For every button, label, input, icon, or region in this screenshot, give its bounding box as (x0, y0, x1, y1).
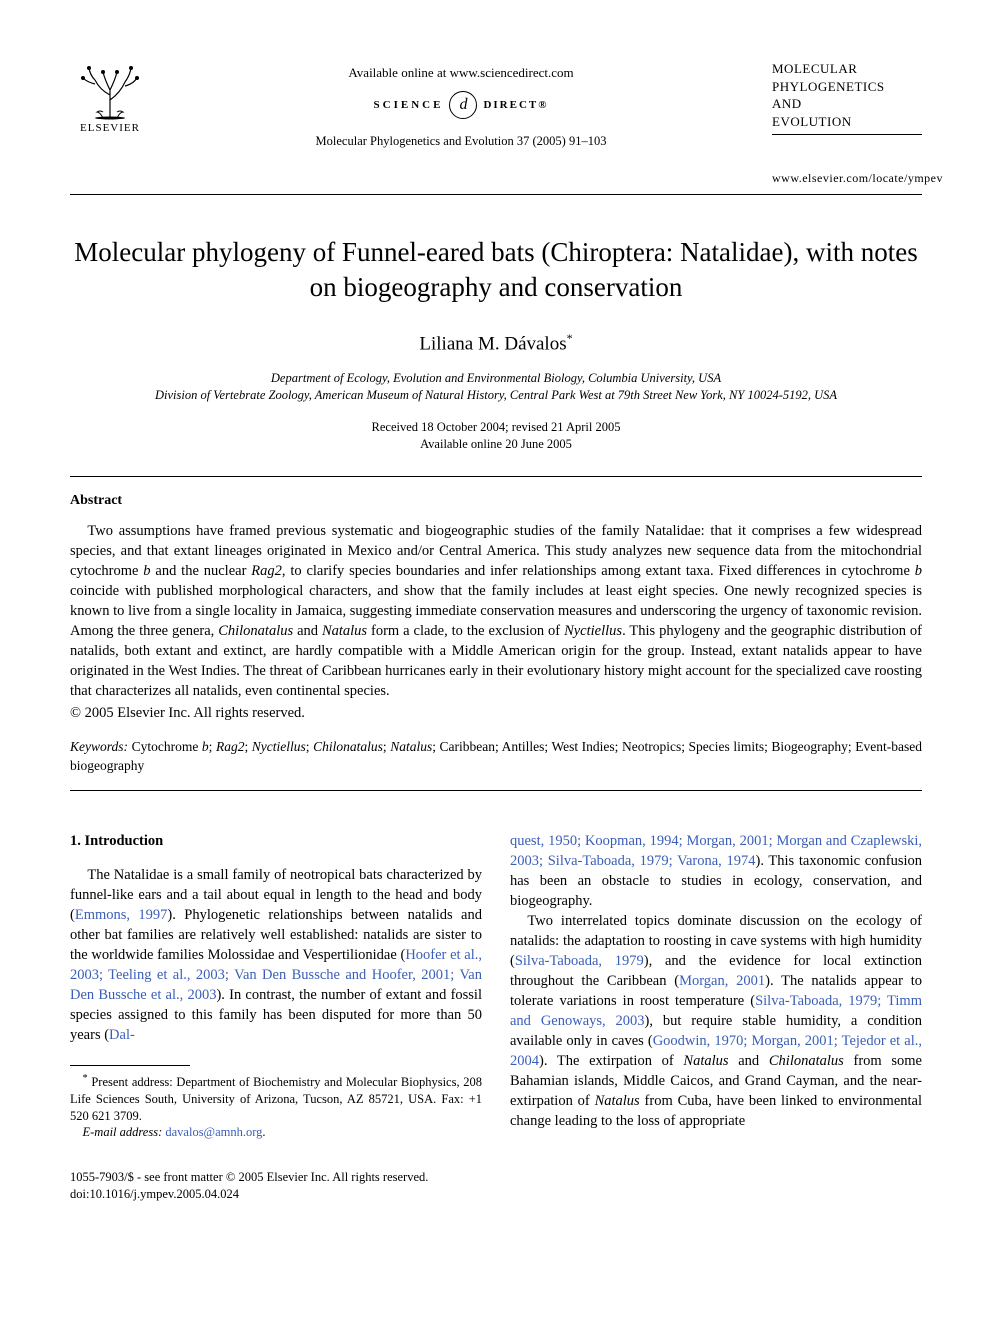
body-columns: 1. Introduction The Natalidae is a small… (70, 831, 922, 1142)
citation-line: Molecular Phylogenetics and Evolution 37… (150, 134, 772, 149)
abstract-rule-bottom (70, 790, 922, 791)
t: and the nuclear (151, 563, 252, 579)
article-title: Molecular phylogeny of Funnel-eared bats… (70, 235, 922, 305)
journal-line: EVOLUTION (772, 113, 922, 131)
email-link[interactable]: davalos@amnh.org (162, 1125, 262, 1139)
affiliation-line: Department of Ecology, Evolution and Env… (70, 370, 922, 388)
elsevier-label: ELSEVIER (80, 122, 140, 134)
author-text: Liliana M. Dávalos (419, 333, 566, 354)
footer-line: 1055-7903/$ - see front matter © 2005 El… (70, 1169, 922, 1186)
abstract-rule-top (70, 476, 922, 477)
citation-link[interactable]: Dal- (109, 1027, 135, 1043)
dates-line: Received 18 October 2004; revised 21 Apr… (70, 419, 922, 437)
available-online-text: Available online at www.sciencedirect.co… (150, 65, 772, 81)
copyright-line: © 2005 Elsevier Inc. All rights reserved… (70, 705, 922, 722)
journal-line: PHYLOGENETICS (772, 78, 922, 96)
t: Chilonatalus (218, 623, 293, 639)
column-right: quest, 1950; Koopman, 1994; Morgan, 2001… (510, 831, 922, 1142)
citation-link[interactable]: Emmons, 1997 (75, 907, 168, 923)
paragraph: Two interrelated topics dominate discuss… (510, 911, 922, 1131)
footer: 1055-7903/$ - see front matter © 2005 El… (70, 1169, 922, 1203)
t: form a clade, to the exclusion of (367, 623, 564, 639)
footnote-address: * Present address: Department of Biochem… (70, 1072, 482, 1125)
t: Nyctiellus (564, 623, 622, 639)
article-dates: Received 18 October 2004; revised 21 Apr… (70, 419, 922, 454)
t: and (729, 1053, 769, 1069)
affiliation-line: Division of Vertebrate Zoology, American… (70, 387, 922, 405)
email-label: E-mail address: (83, 1125, 163, 1139)
t: Natalus (595, 1093, 640, 1109)
t: . (262, 1125, 265, 1139)
t: Present address: Department of Biochemis… (70, 1075, 482, 1123)
author-marker: * (567, 331, 573, 345)
t: , to clarify species boundaries and infe… (282, 563, 915, 579)
center-header: Available online at www.sciencedirect.co… (150, 60, 772, 149)
citation-link[interactable]: Morgan, 2001 (679, 973, 765, 989)
sd-left: SCIENCE (374, 99, 444, 111)
t: Rag2 (251, 563, 282, 579)
divider (772, 134, 922, 135)
author-name: Liliana M. Dávalos* (70, 331, 922, 355)
header-rule (70, 194, 922, 195)
dates-line: Available online 20 June 2005 (70, 436, 922, 454)
journal-name-box: MOLECULAR PHYLOGENETICS AND EVOLUTION ww… (772, 60, 922, 186)
t: and (293, 623, 322, 639)
journal-line: AND (772, 95, 922, 113)
footnote-separator (70, 1065, 190, 1066)
paragraph: quest, 1950; Koopman, 1994; Morgan, 2001… (510, 831, 922, 911)
t: Natalus (683, 1053, 728, 1069)
header: ELSEVIER Available online at www.science… (70, 60, 922, 186)
sd-right: DIRECT® (483, 99, 548, 111)
citation-link[interactable]: Silva-Taboada, 1979 (515, 953, 644, 969)
paragraph: The Natalidae is a small family of neotr… (70, 865, 482, 1045)
column-left: 1. Introduction The Natalidae is a small… (70, 831, 482, 1142)
journal-url: www.elsevier.com/locate/ympev (772, 170, 922, 186)
keywords: Keywords: Cytochrome b; Rag2; Nyctiellus… (70, 738, 922, 776)
t: Natalus (322, 623, 367, 639)
elsevier-tree-icon (75, 60, 145, 120)
abstract-body: Two assumptions have framed previous sys… (70, 521, 922, 701)
journal-line: MOLECULAR (772, 60, 922, 78)
footnote-email: E-mail address: davalos@amnh.org. (70, 1124, 482, 1141)
elsevier-logo: ELSEVIER (70, 60, 150, 150)
section-heading: 1. Introduction (70, 831, 482, 851)
t: b (915, 563, 922, 579)
footer-doi: doi:10.1016/j.ympev.2005.04.024 (70, 1186, 922, 1203)
t: ). The extirpation of (539, 1053, 683, 1069)
sd-circle-icon: d (449, 91, 477, 119)
abstract-heading: Abstract (70, 493, 922, 509)
keywords-text: Cytochrome b; Rag2; Nyctiellus; Chilonat… (70, 739, 922, 773)
t: Chilonatalus (769, 1053, 844, 1069)
t: b (143, 563, 150, 579)
sciencedirect-logo: SCIENCE d DIRECT® (150, 91, 772, 119)
affiliation: Department of Ecology, Evolution and Env… (70, 370, 922, 405)
keywords-label: Keywords: (70, 739, 128, 754)
